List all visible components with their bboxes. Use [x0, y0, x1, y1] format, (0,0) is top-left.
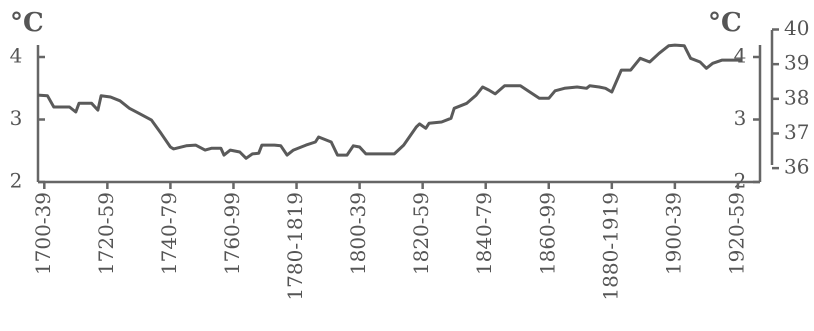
y2-axis-label: °C — [708, 8, 742, 38]
x-tick-label: 1900-39 — [661, 192, 685, 275]
y3-tick-label: 38 — [784, 85, 809, 109]
y-tick-label: 2 — [10, 169, 23, 193]
y3-tick-label: 36 — [784, 155, 809, 179]
y2-tick-label: 2 — [734, 169, 747, 193]
y-axis-label: °C — [10, 8, 44, 38]
x-tick-label: 1760-99 — [220, 192, 244, 275]
x-tick-label: 1740-79 — [157, 192, 181, 275]
x-tick-label: 1700-39 — [31, 192, 55, 275]
y-tick-label: 3 — [10, 106, 23, 130]
x-tick-label: 1820-59 — [409, 192, 433, 275]
y3-tick-label: 37 — [784, 120, 809, 144]
x-tick-label: 1800-39 — [346, 192, 370, 275]
y2-tick-label: 4 — [734, 44, 747, 68]
y-tick-label: 4 — [10, 44, 23, 68]
x-tick-label: 1780-1819 — [283, 192, 307, 301]
data-line — [37, 43, 742, 160]
y2-tick-label: 3 — [734, 106, 747, 130]
x-tick-label: 1920-59 — [724, 192, 748, 275]
x-tick-label: 1860-99 — [535, 192, 559, 275]
x-tick-label: 1840-79 — [472, 192, 496, 275]
y3-tick-label: 40 — [784, 16, 809, 40]
y3-tick-label: 39 — [784, 51, 809, 75]
x-tick-label: 1720-59 — [94, 192, 118, 275]
x-tick-label: 1880-1919 — [598, 192, 622, 301]
